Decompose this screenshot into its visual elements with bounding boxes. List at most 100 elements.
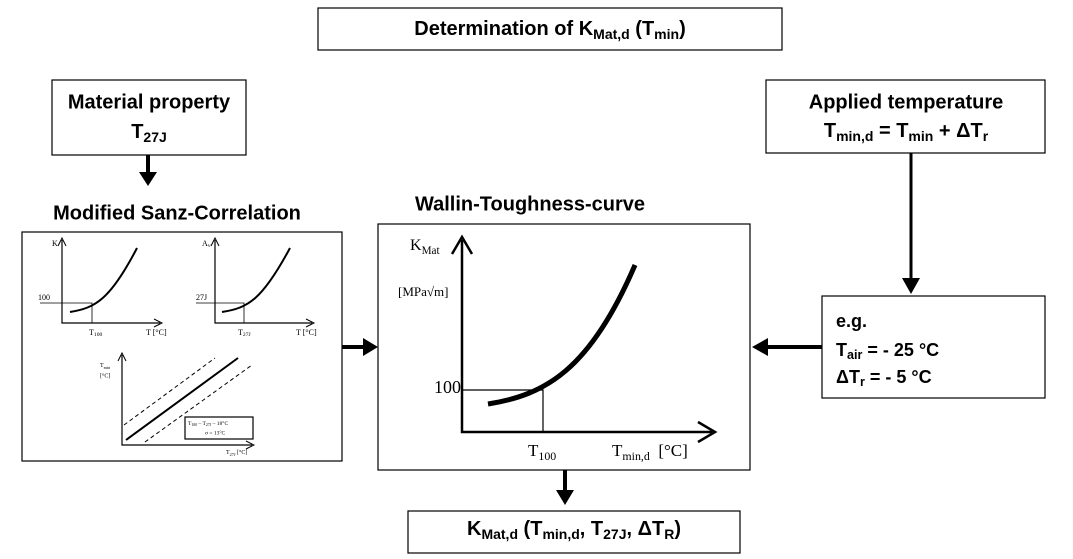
label: T	[226, 450, 230, 456]
label: 27J	[143, 129, 166, 145]
label: T	[89, 328, 94, 337]
label: A	[202, 239, 208, 248]
result: KMat,d (Tmin,d, T27J, ΔTR)	[467, 518, 681, 541]
applied-box	[765, 79, 1046, 154]
shape	[214, 240, 312, 324]
label: min,d	[836, 128, 873, 144]
label: min	[654, 26, 679, 42]
shape	[462, 389, 544, 432]
material-heading: Material property	[68, 91, 231, 113]
label: 100	[38, 293, 50, 302]
label: Mat,d	[593, 26, 630, 42]
shape: T100	[89, 328, 102, 338]
label: min,d	[622, 449, 649, 463]
label: T [°C]	[146, 328, 167, 337]
shape: Tmin,d [°C]	[612, 441, 688, 463]
label: – T	[197, 421, 206, 427]
shape	[69, 247, 138, 313]
example-line: Tair = - 25 °C	[836, 340, 939, 363]
shape	[487, 264, 638, 407]
sanz-plot2: Av 27J T27J T [°C]	[196, 236, 317, 338]
label: K	[467, 518, 482, 540]
shape: T27J	[238, 328, 251, 338]
label: , ΔT	[626, 518, 664, 540]
label: r	[860, 375, 865, 389]
label: )	[674, 518, 681, 540]
shape	[460, 240, 712, 434]
material-symbol: T27J	[131, 121, 167, 144]
label: Mat	[422, 245, 441, 257]
label: [°C]	[236, 449, 248, 456]
material-box	[51, 79, 247, 156]
label: Mat,d	[481, 526, 518, 542]
label: = - 25 °C	[862, 340, 939, 360]
label: 100	[538, 449, 556, 463]
applied-heading: Applied temperature	[809, 91, 1003, 113]
arrow-head	[556, 490, 574, 505]
applied-formula: Tmin,d = Tmin + ΔTr	[824, 120, 989, 143]
label: min,d	[542, 526, 579, 542]
label: T	[612, 441, 623, 460]
shape: Tmin	[100, 363, 111, 370]
shape	[121, 355, 252, 446]
label: T	[824, 120, 836, 142]
label: [°C]	[100, 372, 110, 379]
label: 27J	[196, 293, 207, 302]
wallin-heading: Wallin-Toughness-curve	[415, 193, 645, 215]
label: T [°C]	[296, 328, 317, 337]
arrow-head	[902, 278, 920, 294]
shape: T100	[528, 441, 556, 463]
label: v	[208, 243, 211, 249]
example-line: ΔTr = - 5 °C	[836, 367, 932, 390]
label: min	[104, 365, 111, 370]
label: [°C]	[650, 441, 688, 460]
shape	[57, 236, 164, 328]
arrow-head	[139, 172, 157, 186]
shape	[196, 302, 245, 323]
label: (T	[630, 18, 654, 40]
arrow-head	[363, 338, 378, 356]
label: 100	[434, 377, 461, 397]
sanz-box	[21, 231, 343, 462]
label: K	[52, 239, 58, 248]
shape: Av	[202, 239, 211, 249]
label: 27J	[206, 423, 212, 427]
shape	[450, 234, 718, 444]
label: 27J	[230, 452, 236, 457]
title: Determination of KMat,d (Tmin)	[414, 18, 685, 41]
label: R	[664, 526, 674, 542]
label: T	[836, 340, 847, 360]
label: T	[188, 421, 192, 427]
label: )	[679, 18, 686, 40]
shape	[123, 357, 216, 426]
wallin-plot: KMat [MPa√m] 100 T100 Tmin,d [°C]	[398, 234, 718, 463]
label: T	[528, 441, 539, 460]
label: (T	[518, 518, 542, 540]
label: T	[238, 328, 243, 337]
label: , T	[580, 518, 603, 540]
label: r	[983, 128, 989, 144]
label: [MPa√m]	[398, 284, 448, 299]
shape	[184, 416, 254, 440]
sanz-plot3: Tmin [°C] T100 – T27J – 18°C σ = 13°C T2…	[100, 351, 256, 457]
label: T	[131, 121, 143, 143]
title-box	[317, 7, 783, 51]
shape	[144, 364, 253, 443]
shape	[221, 247, 291, 313]
label: T	[100, 363, 104, 369]
shape	[61, 240, 160, 324]
example-box	[821, 295, 1046, 399]
sanz-plot1: K 100 T100 T [°C]	[38, 236, 167, 338]
label: ΔT	[836, 367, 860, 387]
label: – 18°C	[211, 420, 228, 427]
label: min	[908, 128, 933, 144]
label: = T	[873, 120, 908, 142]
label: Determination of K	[414, 18, 593, 40]
label: K	[410, 237, 422, 254]
wallin-box	[377, 223, 751, 471]
shape: KMat	[410, 237, 440, 257]
arrow-head	[752, 338, 768, 356]
shape: T27J [°C]	[226, 449, 247, 457]
label: = - 5 °C	[865, 367, 932, 387]
